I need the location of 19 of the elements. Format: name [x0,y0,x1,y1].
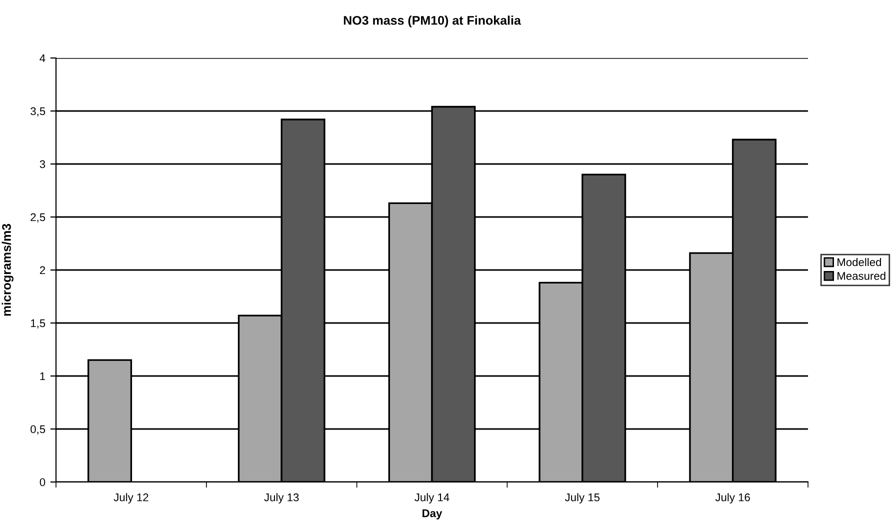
y-tick-label: 0 [40,478,46,486]
y-tick-label: 2,5 [30,213,46,222]
x-tick-label: July 15 [564,493,600,504]
x-tick-label: July 14 [414,493,450,504]
y-tick-label: 3,5 [30,107,46,116]
x-axis-title: Day [422,509,442,520]
y-tick-label: 1,5 [30,319,46,328]
y-axis-title: micrograms/m3 [2,224,14,316]
x-tick-label: July 13 [264,493,299,504]
chart-title: NO3 mass (PM10) at Finokalia [344,16,522,28]
y-tick-label: 3 [40,160,46,168]
y-tick-label: 4 [40,54,46,62]
legend-label: Measured [838,272,886,280]
x-tick-label: July 16 [715,493,750,504]
y-tick-label: 2 [40,266,46,274]
y-tick-label: 0,5 [30,425,46,434]
y-tick-label: 1 [40,372,46,380]
x-tick-label: July 12 [114,493,148,504]
legend-label: Modelled [838,258,882,266]
